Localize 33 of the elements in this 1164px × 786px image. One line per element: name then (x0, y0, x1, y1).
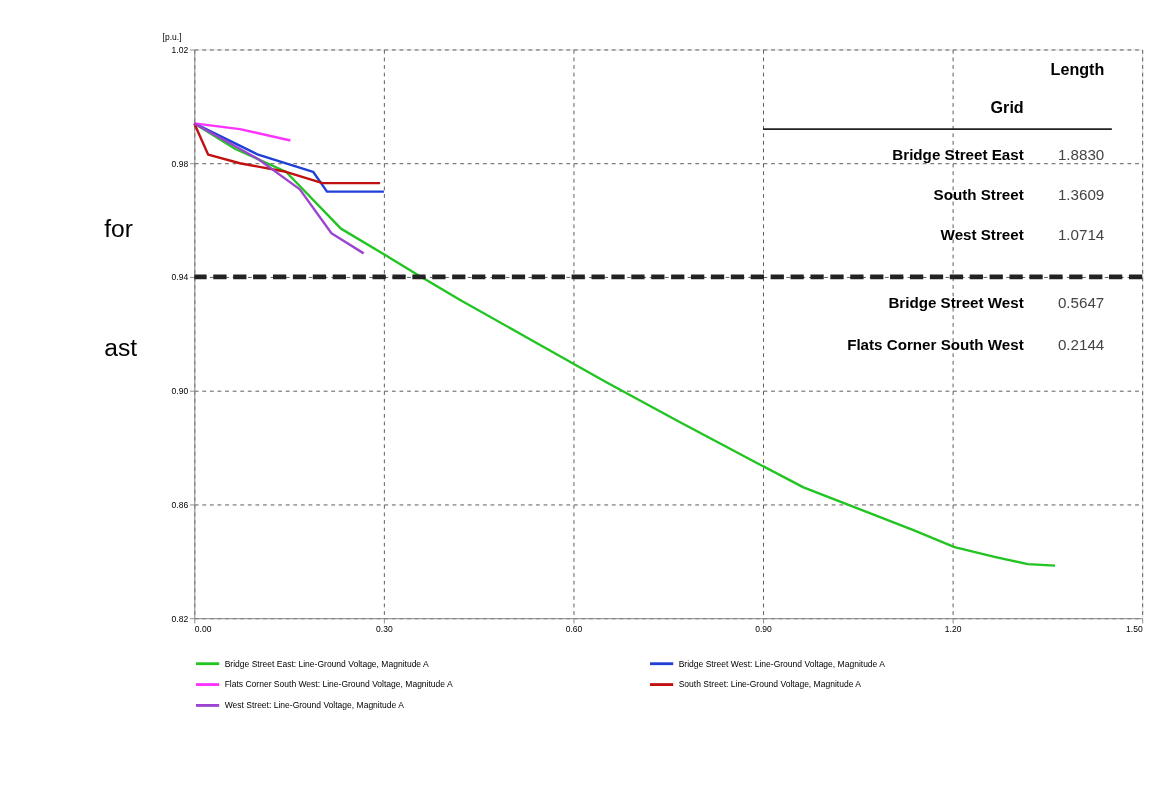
annotation: South Street (933, 186, 1024, 204)
annotation: Grid (990, 97, 1024, 116)
annotation: 1.8830 (1057, 146, 1105, 164)
annotation: Bridge Street West (888, 294, 1024, 312)
x-tick-label: 0.00 (194, 623, 212, 634)
annotation: 1.0714 (1057, 226, 1105, 244)
legend-label: Bridge Street West: Line-Ground Voltage, Magnitude A (678, 658, 886, 669)
legend-label: Flats Corner South West: Line-Ground Voltage, Magnitude A (224, 679, 453, 690)
annotation: 1.3609 (1057, 186, 1105, 204)
annotation: 0.5647 (1057, 294, 1105, 312)
annotation: West Street (940, 226, 1024, 244)
legend-label: West Street: Line-Ground Voltage, Magnitude A (224, 700, 405, 711)
y-tick-label: 0.94 (171, 272, 189, 283)
annotation: Bridge Street East (892, 146, 1024, 164)
text: ast (104, 333, 138, 361)
text: for (104, 215, 134, 243)
y-tick-label: 0.98 (171, 158, 189, 169)
annotation: Flats Corner South West (847, 335, 1024, 353)
annotation: Length (1050, 60, 1105, 79)
y-tick-label: 0.86 (171, 499, 189, 510)
x-tick-label: 1.20 (944, 623, 962, 634)
x-tick-label: 0.90 (755, 623, 773, 634)
y-axis-title: [p.u.] (162, 32, 182, 43)
y-tick-label: 1.02 (171, 44, 189, 55)
x-tick-label: 0.30 (376, 623, 393, 634)
x-tick-label: 1.50 (1126, 623, 1143, 634)
legend-label: South Street: Line-Ground Voltage, Magnitude A (678, 679, 862, 690)
y-tick-label: 0.90 (171, 386, 189, 397)
annotation: 0.2144 (1057, 335, 1105, 353)
x-tick-label: 0.60 (565, 623, 583, 634)
y-tick-label: 0.82 (171, 613, 189, 624)
legend-label: Bridge Street East: Line-Ground Voltage, Magnitude A (224, 658, 429, 669)
line-series (193, 122, 365, 255)
